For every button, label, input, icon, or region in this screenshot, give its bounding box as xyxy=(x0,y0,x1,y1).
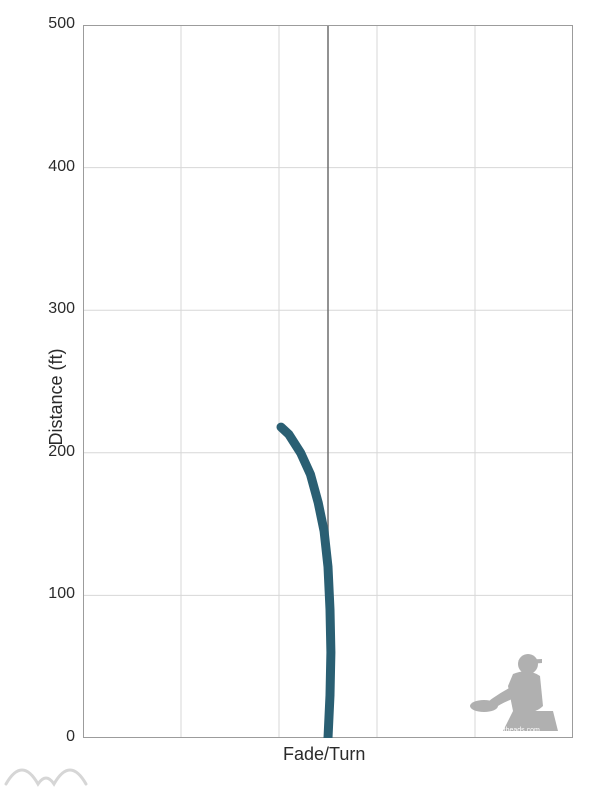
wave-watermark-icon xyxy=(4,750,124,790)
thrower-watermark-icon: dgputtheads.com xyxy=(458,646,568,736)
watermark-text: dgputtheads.com xyxy=(486,727,540,734)
y-tick-label: 500 xyxy=(35,15,75,33)
y-tick-label: 100 xyxy=(35,585,75,603)
y-tick-label: 400 xyxy=(35,158,75,176)
y-tick-label: 0 xyxy=(35,728,75,746)
y-axis-label: Distance (ft) xyxy=(46,348,67,445)
y-tick-label: 200 xyxy=(35,443,75,461)
x-axis-label: Fade/Turn xyxy=(283,744,365,765)
flight-chart: Distance (ft) 0 100 200 300 400 500 Fade/Turn… xyxy=(0,0,590,794)
y-tick-label: 300 xyxy=(35,300,75,318)
plot-area xyxy=(83,25,573,738)
